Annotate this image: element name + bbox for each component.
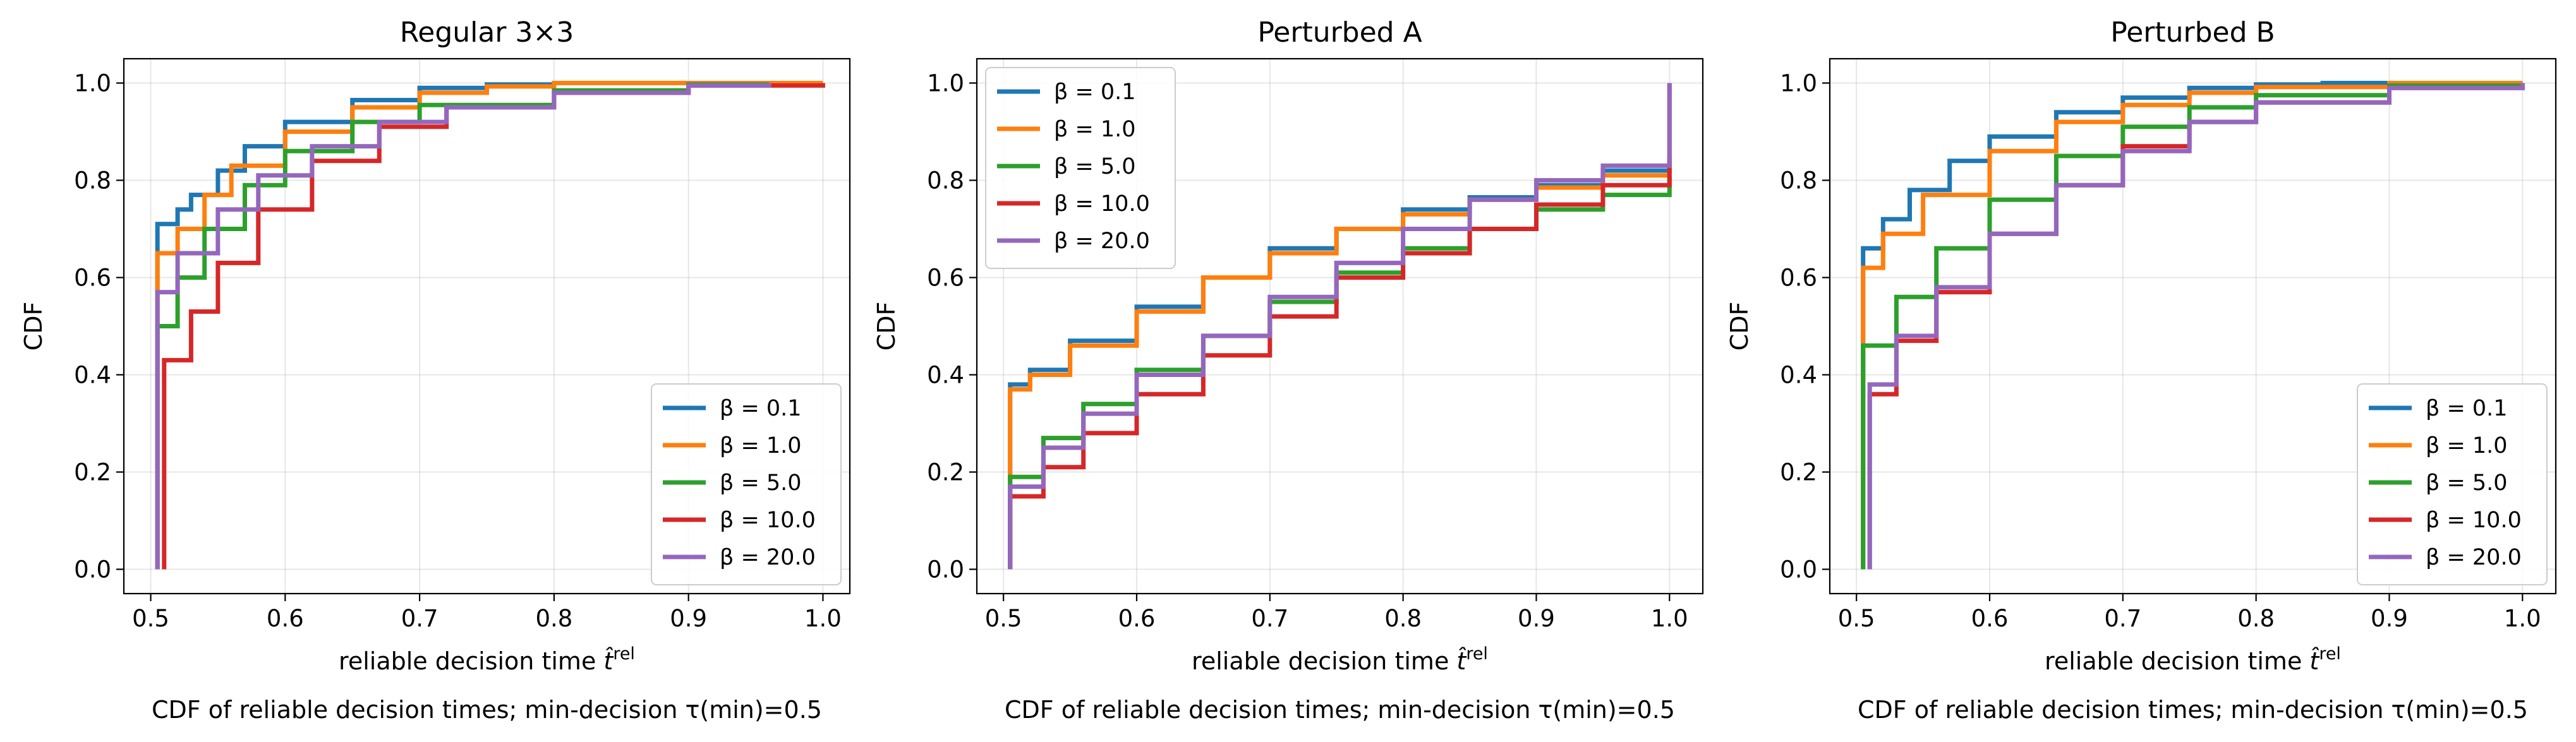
- chart-panel-3: 0.5 0.6 0.7 0.8 0.9 1.0 0.0 0.2 0.4 0.6 0.8 1.0 Pert…: [1726, 16, 2557, 724]
- legend-entry-label: β = 1.0: [720, 433, 802, 458]
- y-tick-label: 0.6: [74, 265, 111, 292]
- chart-panel-1: 0.5 0.6 0.7 0.8 0.9 1.0 0.0 0.2 0.4 0.6 0.8 1.0 Regu…: [20, 16, 851, 724]
- chart-title: Regular 3×3: [400, 16, 574, 49]
- y-axis-label: CDF: [1726, 302, 1753, 351]
- series-line-beta-5.0: [155, 82, 771, 570]
- series-line-beta-1.0: [155, 81, 823, 570]
- legend-entry-label: β = 10.0: [720, 508, 816, 533]
- x-axis-label: reliable decision time t̂rel: [1192, 644, 1488, 675]
- legend-entry-label: β = 5.0: [1054, 154, 1136, 179]
- x-tick-label: 0.9: [670, 605, 707, 632]
- x-axis-label-symbol: t̂: [1456, 647, 1467, 675]
- x-tick-label: 0.8: [535, 605, 572, 632]
- figure-caption: CDF of reliable decision times; min-deci…: [1005, 696, 1675, 724]
- x-axis-label-symbol: t̂: [603, 647, 614, 675]
- x-axis-label-text: reliable decision time: [339, 647, 603, 675]
- x-tick-label: 0.5: [985, 605, 1022, 632]
- plot-area-frame: [1829, 57, 2557, 595]
- legend-entry-label: β = 5.0: [720, 470, 802, 496]
- legend-box: [985, 67, 1176, 269]
- x-tick-label: 0.8: [1384, 605, 1422, 632]
- legend-entry-label: β = 1.0: [1054, 117, 1136, 142]
- y-tick-label: 0.8: [927, 167, 964, 194]
- legend-entry-label: β = 10.0: [2426, 508, 2522, 533]
- x-tick-label: 0.6: [1118, 605, 1156, 632]
- series-line-beta-20.0: [155, 83, 771, 570]
- legend-entry-label: β = 0.1: [1054, 80, 1136, 105]
- y-tick-label: 0.2: [927, 459, 964, 486]
- legend-entry-label: β = 5.0: [2426, 470, 2508, 496]
- plot-area-frame: [123, 57, 851, 595]
- y-tick-label: 0.6: [927, 265, 964, 292]
- y-tick-label: 0.8: [74, 167, 111, 194]
- x-tick-label: 0.7: [1251, 605, 1288, 632]
- x-axis-label-text: reliable decision time: [2045, 647, 2309, 675]
- legend-entry-label: β = 20.0: [1054, 229, 1150, 254]
- x-axis-label: reliable decision time t̂rel: [2045, 644, 2341, 675]
- figure-caption: CDF of reliable decision times; min-deci…: [1858, 696, 2528, 724]
- legend-entry-label: β = 20.0: [2426, 545, 2522, 570]
- legend-entry-label: β = 1.0: [2426, 433, 2508, 458]
- x-tick-label: 0.8: [2237, 605, 2275, 632]
- y-tick-label: 0.0: [927, 556, 964, 583]
- x-tick-label: 0.9: [2371, 605, 2408, 632]
- y-tick-label: 0.0: [74, 556, 111, 583]
- series-line-beta-20.0: [1008, 83, 1672, 570]
- x-tick-label: 0.5: [1838, 605, 1875, 632]
- series-line-beta-0.1: [1008, 156, 1672, 570]
- y-tick-label: 0.0: [1780, 556, 1817, 583]
- x-axis-label-symbol: t̂: [2309, 647, 2320, 675]
- legend: β = 0.1 β = 1.0 β = 5.0 β = 10.0 β = 20.0: [2357, 383, 2548, 585]
- chart-panel-2: 0.5 0.6 0.7 0.8 0.9 1.0 0.0 0.2 0.4 0.6 0.8 1.0 Pert…: [873, 16, 1704, 724]
- y-tick-label: 1.0: [1780, 70, 1817, 97]
- x-tick-label: 0.9: [1518, 605, 1555, 632]
- series-line-beta-1.0: [1861, 81, 2523, 570]
- x-axis-label-superscript: rel: [613, 644, 635, 664]
- figure-caption: CDF of reliable decision times; min-deci…: [152, 696, 822, 724]
- y-tick-label: 0.4: [1780, 362, 1817, 389]
- y-tick-label: 1.0: [74, 70, 111, 97]
- x-tick-label: 0.7: [2104, 605, 2141, 632]
- legend: β = 0.1 β = 1.0 β = 5.0 β = 10.0 β = 20.0: [651, 383, 842, 585]
- x-tick-label: 0.7: [401, 605, 438, 632]
- legend-entry-label: β = 0.1: [2426, 396, 2508, 421]
- chart-title: Perturbed B: [2110, 16, 2275, 49]
- y-tick-label: 0.4: [74, 362, 111, 389]
- x-tick-label: 0.6: [267, 605, 304, 632]
- y-axis-label: CDF: [20, 302, 47, 351]
- series-line-beta-20.0: [1867, 83, 2525, 570]
- y-axis-label: CDF: [873, 302, 900, 351]
- series-line-beta-5.0: [1861, 83, 2525, 570]
- y-tick-label: 0.2: [1780, 459, 1817, 486]
- legend-entry-label: β = 10.0: [1054, 191, 1150, 217]
- x-axis-label-text: reliable decision time: [1192, 647, 1456, 675]
- y-tick-label: 0.2: [74, 459, 111, 486]
- chart-title: Perturbed A: [1257, 16, 1422, 49]
- x-axis-label-superscript: rel: [2319, 644, 2341, 664]
- y-tick-label: 0.8: [1780, 167, 1817, 194]
- series-line-beta-5.0: [1008, 175, 1672, 570]
- legend-entry-label: β = 20.0: [720, 545, 816, 570]
- x-tick-label: 0.5: [132, 605, 169, 632]
- x-tick-label: 1.0: [2504, 605, 2541, 632]
- legend-entry-label: β = 0.1: [720, 396, 802, 421]
- plot-area-frame: [976, 57, 1704, 595]
- series-line-beta-1.0: [1008, 160, 1672, 570]
- legend-box: [651, 383, 842, 585]
- legend: β = 0.1 β = 1.0 β = 5.0 β = 10.0 β = 20.0: [985, 67, 1176, 269]
- y-tick-label: 1.0: [927, 70, 964, 97]
- x-axis-label: reliable decision time t̂rel: [339, 644, 635, 675]
- series-line-beta-10.0: [1008, 83, 1672, 570]
- x-tick-label: 1.0: [1651, 605, 1688, 632]
- x-tick-label: 1.0: [804, 605, 842, 632]
- y-tick-label: 0.4: [927, 362, 964, 389]
- y-tick-label: 0.6: [1780, 265, 1817, 292]
- legend-box: [2357, 383, 2548, 585]
- x-axis-label-superscript: rel: [1466, 644, 1488, 664]
- x-tick-label: 0.6: [1971, 605, 2009, 632]
